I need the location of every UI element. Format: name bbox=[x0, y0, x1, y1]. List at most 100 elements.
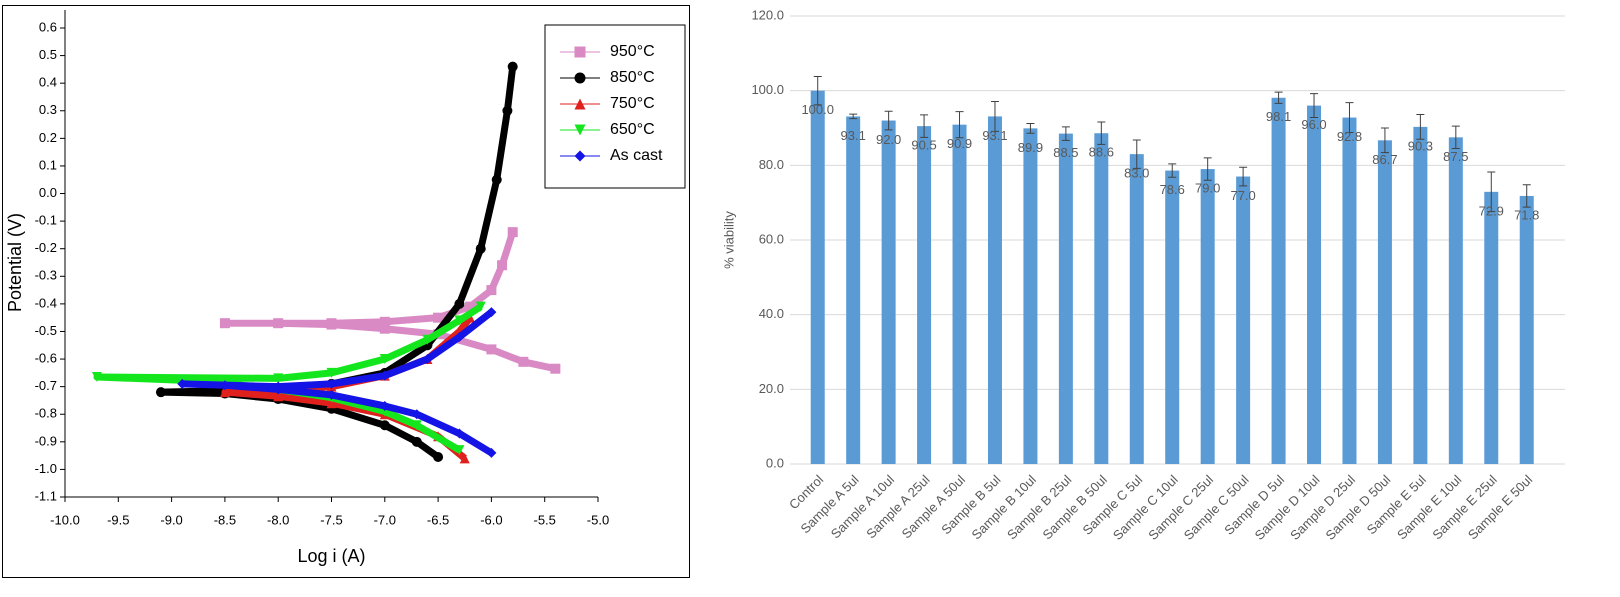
bar bbox=[1484, 191, 1499, 464]
error-bar bbox=[849, 113, 858, 120]
x-tick-label: -9.0 bbox=[160, 512, 182, 527]
bar bbox=[1271, 97, 1286, 464]
marker bbox=[497, 260, 508, 271]
y-tick-label: 0.0 bbox=[39, 185, 57, 200]
marker bbox=[379, 316, 390, 327]
x-tick-label: -5.0 bbox=[587, 512, 609, 527]
marker bbox=[379, 370, 390, 381]
marker bbox=[422, 334, 433, 345]
marker bbox=[273, 318, 284, 329]
bar bbox=[1094, 133, 1109, 464]
error-bar bbox=[884, 110, 893, 131]
value-label: 72.9 bbox=[1479, 203, 1504, 218]
y-tick-label: 0.6 bbox=[39, 19, 57, 34]
marker bbox=[454, 315, 465, 326]
marker bbox=[273, 373, 284, 384]
bar bbox=[1023, 128, 1038, 464]
bar bbox=[1519, 195, 1534, 465]
legend-label: 950°C bbox=[610, 43, 655, 60]
x-axis-label: Log i (A) bbox=[297, 546, 365, 566]
y-tick-label: -0.5 bbox=[35, 323, 57, 338]
marker bbox=[454, 445, 465, 456]
y-tick-label: -1.1 bbox=[35, 488, 57, 503]
error-bar bbox=[1026, 123, 1035, 134]
x-tick-label: -8.0 bbox=[267, 512, 289, 527]
bar bbox=[1200, 169, 1215, 465]
error-bar bbox=[990, 100, 999, 132]
marker bbox=[507, 227, 518, 238]
error-bar bbox=[955, 111, 964, 139]
value-label: 90.3 bbox=[1408, 138, 1433, 153]
bar bbox=[1413, 126, 1428, 464]
bar bbox=[1377, 140, 1392, 464]
value-label: 96.0 bbox=[1301, 117, 1326, 132]
error-bar bbox=[1132, 139, 1141, 169]
value-label: 86.7 bbox=[1372, 152, 1397, 167]
error-bar bbox=[1451, 125, 1460, 150]
marker bbox=[326, 398, 337, 409]
x-tick-label: -10.0 bbox=[50, 512, 80, 527]
y-tick-label: 0.0 bbox=[766, 455, 784, 470]
value-label: 79.0 bbox=[1195, 181, 1220, 196]
y-tick-label: 80.0 bbox=[759, 157, 784, 172]
value-label: 87.5 bbox=[1443, 149, 1468, 164]
legend-label: 750°C bbox=[610, 95, 655, 112]
marker bbox=[326, 378, 337, 389]
y-tick-label: -0.6 bbox=[35, 350, 57, 365]
y-tick-label: 0.2 bbox=[39, 130, 57, 145]
value-label: 88.5 bbox=[1053, 145, 1078, 160]
y-tick-label: 100.0 bbox=[751, 82, 784, 97]
marker bbox=[475, 243, 486, 254]
value-label: 88.6 bbox=[1089, 145, 1114, 160]
marker bbox=[486, 447, 497, 458]
bar bbox=[1342, 117, 1357, 465]
legend-label: 650°C bbox=[610, 121, 655, 138]
bar bbox=[1236, 176, 1251, 465]
y-tick-label: 0.5 bbox=[39, 47, 57, 62]
series-line bbox=[221, 231, 557, 373]
bar bbox=[810, 90, 825, 465]
error-bar bbox=[1310, 93, 1319, 119]
marker bbox=[454, 331, 465, 342]
y-axis-label: Potential (V) bbox=[5, 213, 25, 312]
marker bbox=[433, 312, 444, 323]
bar bbox=[1307, 105, 1322, 464]
value-label: 90.9 bbox=[947, 136, 972, 151]
marker bbox=[411, 409, 422, 420]
x-tick-label: -7.5 bbox=[320, 512, 342, 527]
error-bar bbox=[1416, 114, 1425, 140]
marker bbox=[433, 451, 444, 462]
y-tick-label: -0.7 bbox=[35, 378, 57, 393]
marker bbox=[91, 371, 102, 382]
marker bbox=[219, 380, 230, 391]
marker bbox=[422, 354, 433, 365]
marker bbox=[574, 46, 586, 58]
bar bbox=[917, 126, 932, 464]
y-tick-label: 20.0 bbox=[759, 381, 784, 396]
marker bbox=[454, 428, 465, 439]
marker bbox=[502, 105, 513, 116]
marker bbox=[574, 98, 586, 110]
x-tick-label: -6.5 bbox=[427, 512, 449, 527]
marker bbox=[411, 436, 422, 447]
y-tick-label: 120.0 bbox=[751, 7, 784, 22]
marker bbox=[273, 381, 284, 392]
legend-label: As cast bbox=[610, 147, 663, 164]
value-label: 71.8 bbox=[1514, 207, 1539, 222]
y-tick-label: -0.1 bbox=[35, 213, 57, 228]
marker bbox=[574, 124, 586, 136]
x-tick-label: -5.5 bbox=[533, 512, 555, 527]
error-bar bbox=[1203, 157, 1212, 181]
marker bbox=[379, 400, 390, 411]
bar bbox=[846, 116, 861, 464]
value-label: 77.0 bbox=[1230, 188, 1255, 203]
marker bbox=[574, 72, 586, 84]
legend-label: 850°C bbox=[610, 69, 655, 86]
marker bbox=[550, 363, 561, 374]
value-label: 93.1 bbox=[841, 128, 866, 143]
y-tick-label: 0.4 bbox=[39, 75, 57, 90]
series-line bbox=[93, 303, 483, 454]
marker bbox=[465, 301, 476, 312]
marker bbox=[574, 150, 586, 162]
